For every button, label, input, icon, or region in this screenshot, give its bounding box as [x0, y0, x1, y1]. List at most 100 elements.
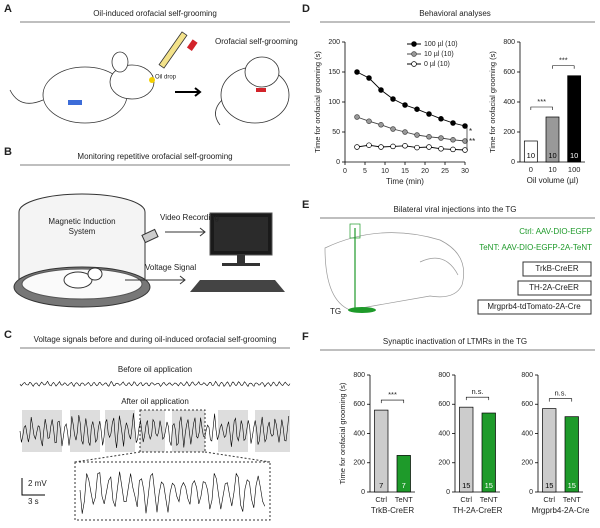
brain-illustration	[324, 223, 464, 313]
y-tick-label: 800	[521, 372, 533, 379]
y-tick-label: 50	[332, 129, 340, 136]
panel-letter: A	[4, 3, 12, 15]
grooming-epoch	[172, 410, 205, 452]
x-axis-label: Time (min)	[386, 177, 424, 186]
y-tick-label: 200	[438, 460, 450, 467]
marker	[426, 134, 432, 140]
trace-before	[19, 380, 291, 388]
y-tick-label: 0	[446, 489, 450, 496]
marker	[366, 142, 372, 148]
panel-title: Synaptic inactivation of LTMRs in the TG	[383, 337, 527, 346]
x-tick-label: 100	[568, 165, 581, 174]
n-label: 10	[570, 151, 578, 160]
n-label: 15	[568, 481, 576, 490]
panel-letter: E	[302, 199, 309, 211]
sig-bracket	[552, 65, 575, 69]
marker	[462, 147, 468, 153]
legend-label: 0 µl (10)	[424, 61, 450, 68]
legend-marker	[411, 41, 417, 47]
series-line	[356, 116, 466, 142]
marker	[438, 146, 444, 152]
zoom-box	[139, 409, 206, 453]
significance: ***	[537, 97, 546, 106]
n-label: 7	[402, 481, 406, 490]
legend-label: 10 µl (10)	[424, 51, 454, 58]
trace-zoom	[79, 471, 266, 514]
x-tick-label: 0	[529, 165, 533, 174]
x-tick-label: 30	[461, 168, 469, 175]
sig-bracket	[548, 398, 573, 402]
marker	[366, 118, 372, 124]
y-tick-label: 0	[529, 489, 533, 496]
marker	[402, 102, 408, 108]
y-tick-label: 0	[511, 159, 515, 166]
marker	[414, 144, 420, 151]
zoom-lines	[74, 451, 271, 463]
box	[477, 299, 592, 315]
mouse-illustration	[9, 31, 290, 126]
n-label: 10	[548, 151, 556, 160]
marker	[390, 126, 396, 132]
panel-title: Monitoring repetitive orofacial self-gro…	[77, 152, 232, 161]
y-tick-label: 800	[503, 39, 515, 46]
y-tick-label: 0	[336, 159, 340, 166]
arrow	[125, 227, 206, 285]
marker	[354, 144, 360, 150]
panel-title: Voltage signals before and during oil-in…	[34, 335, 277, 344]
y-tick-label: 200	[503, 129, 515, 136]
x-tick-label: Ctrl	[460, 495, 472, 504]
label: Mrgprb4-tdTomato-2A-Cre	[487, 302, 581, 311]
bar	[396, 455, 411, 493]
bar	[567, 75, 582, 163]
x-axis-label: Mrgprb4-2A-Cre	[532, 506, 590, 515]
x-tick-label: 25	[441, 168, 449, 175]
label: TH-2A-CreER	[529, 283, 579, 292]
label: Before oil application	[118, 365, 192, 374]
significance: *	[469, 127, 472, 136]
x-tick-label: Ctrl	[543, 495, 555, 504]
x-tick-label: 10	[548, 165, 556, 174]
marker	[462, 123, 468, 129]
x-tick-label: 10	[381, 168, 389, 175]
scale-label: 3 s	[28, 497, 39, 506]
marker	[438, 135, 444, 141]
bar	[564, 416, 579, 493]
x-axis-label: TH-2A-CreER	[453, 506, 503, 515]
marker	[402, 143, 408, 149]
trace-after	[19, 413, 290, 449]
panel-letter: F	[302, 331, 309, 343]
label: Oil drop	[155, 75, 177, 81]
label: After oil application	[121, 397, 189, 406]
sig-bracket	[465, 396, 490, 401]
x-tick-label: 20	[421, 168, 429, 175]
grooming-epoch	[22, 410, 62, 452]
y-tick-label: 400	[438, 430, 450, 437]
x-tick-label: TeNT	[563, 495, 581, 504]
x-axis-label: TrkB-CreER	[371, 506, 414, 515]
scale-bar	[21, 478, 45, 496]
y-tick-label: 600	[521, 401, 533, 408]
y-tick-label: 600	[503, 69, 515, 76]
y-tick-label: 200	[353, 460, 365, 467]
marker	[378, 144, 384, 150]
label: Video Recording	[160, 213, 219, 222]
marker	[354, 69, 360, 75]
y-tick-label: 0	[361, 489, 365, 496]
significance: **	[469, 137, 475, 146]
x-tick-label: 0	[343, 168, 347, 175]
n-label: 15	[462, 481, 470, 490]
zoom-box	[74, 461, 271, 521]
marker	[390, 143, 396, 150]
y-tick-label: 800	[353, 372, 365, 379]
label: Voltage Signal	[145, 263, 196, 272]
marker	[366, 75, 372, 81]
y-axis-label: Time for orofacial grooming (s)	[338, 382, 347, 484]
x-tick-label: 15	[401, 168, 409, 175]
bar	[459, 406, 474, 493]
label: Orofacial self-grooming	[215, 37, 298, 46]
arrow	[175, 87, 202, 97]
panel-title: Behavioral analyses	[419, 9, 491, 18]
x-tick-label: TeNT	[480, 495, 498, 504]
x-tick-label: 5	[363, 168, 367, 175]
panel-letter: D	[302, 3, 310, 15]
